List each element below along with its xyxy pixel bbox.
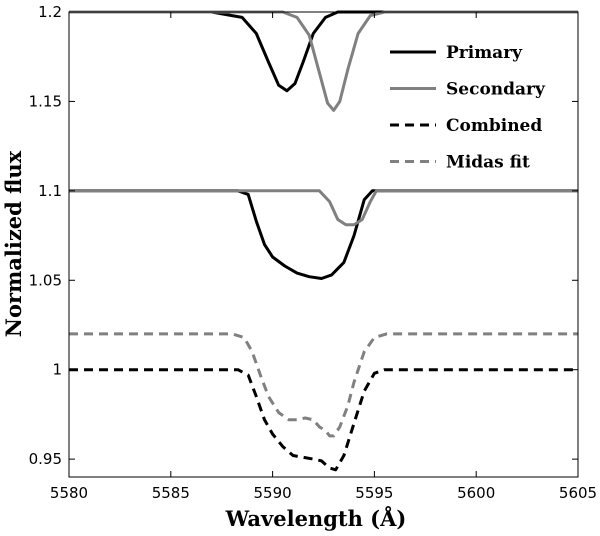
y-axis-label: Normalized flux bbox=[1, 150, 26, 337]
x-tick-label: 5585 bbox=[152, 484, 190, 502]
legend-label-primary: Primary bbox=[446, 43, 523, 63]
x-tick-label: 5580 bbox=[50, 484, 88, 502]
y-tick-label: 1.15 bbox=[29, 92, 62, 110]
y-tick-label: 1.05 bbox=[29, 271, 62, 289]
legend-label-combined: Combined bbox=[446, 116, 542, 136]
series-line-primary-middle-panel bbox=[69, 189, 578, 280]
y-tick-label: 1.1 bbox=[38, 182, 62, 200]
y-tick-label: 0.95 bbox=[29, 450, 62, 468]
x-tick-label: 5605 bbox=[559, 484, 597, 502]
series-line-secondary-upper-panel bbox=[69, 10, 578, 112]
y-tick-label: 1 bbox=[52, 361, 62, 379]
axes-layer: 5580 5585 5590 5595 5600 5605 0.95 1 1.05 1.1 1.15… bbox=[29, 3, 598, 502]
series-line-primary-upper-panel bbox=[69, 10, 578, 93]
plot-frame bbox=[68, 11, 579, 478]
series-line-combined bbox=[69, 368, 578, 472]
legend: Primary Secondary Combined Midas fit bbox=[390, 43, 546, 173]
x-axis-label: Wavelength (Å) bbox=[225, 506, 407, 531]
series-line-midas-fit bbox=[69, 332, 578, 438]
y-tick-label: 1.2 bbox=[38, 3, 62, 21]
series-layer bbox=[69, 10, 578, 472]
x-tick-label: 5590 bbox=[254, 484, 292, 502]
x-tick-label: 5600 bbox=[457, 484, 495, 502]
x-tick-label: 5595 bbox=[355, 484, 393, 502]
series-line-secondary-middle-panel bbox=[69, 189, 578, 227]
legend-label-secondary: Secondary bbox=[446, 80, 546, 100]
legend-label-midas-fit: Midas fit bbox=[446, 153, 530, 173]
